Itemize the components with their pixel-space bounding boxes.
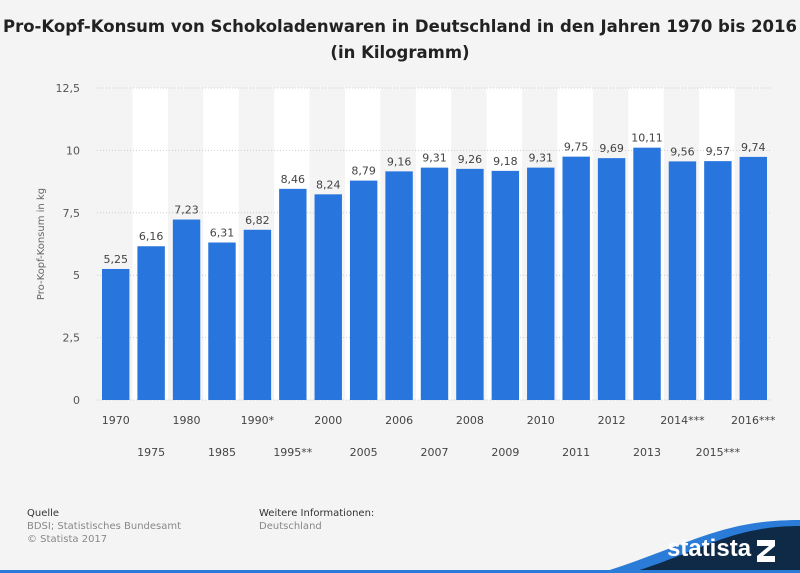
y-tick-label: 10 <box>66 144 80 157</box>
bar <box>385 171 413 400</box>
source-text[interactable]: BDSI; Statistisches Bundesamt <box>27 521 182 532</box>
bar <box>137 246 165 400</box>
data-label: 6,16 <box>139 230 164 243</box>
data-label: 9,69 <box>599 142 624 155</box>
bar <box>456 168 484 400</box>
bar <box>279 188 307 400</box>
y-tick-label: 5 <box>73 269 80 282</box>
data-label: 9,18 <box>493 155 518 168</box>
data-label: 9,26 <box>458 153 483 166</box>
bar <box>491 170 520 400</box>
x-tick-label: 1995** <box>273 446 312 459</box>
source-block: Quelle BDSI; Statistisches Bundesamt © S… <box>27 507 181 546</box>
x-tick-label: 2016*** <box>731 414 776 427</box>
y-tick-label: 12,5 <box>56 82 81 95</box>
data-label: 9,57 <box>706 145 731 158</box>
x-tick-label: 2000 <box>314 414 342 427</box>
x-tick-label: 2005 <box>350 446 378 459</box>
data-label: 6,31 <box>210 227 235 240</box>
bar <box>172 219 201 400</box>
info-text: Deutschland <box>259 521 322 532</box>
data-label: 5,25 <box>103 253 128 266</box>
x-tick-label: 2006 <box>385 414 413 427</box>
bar <box>102 268 130 400</box>
x-tick-label: 1975 <box>137 446 165 459</box>
x-tick-label: 2011 <box>562 446 590 459</box>
x-tick-label: 2007 <box>421 446 449 459</box>
x-tick-label: 2009 <box>491 446 519 459</box>
x-tick-label: 2015*** <box>696 446 741 459</box>
bar <box>668 161 697 400</box>
info-heading: Weitere Informationen: <box>259 508 375 519</box>
bar <box>597 158 626 400</box>
x-tick-label: 1980 <box>173 414 201 427</box>
bar <box>704 161 732 400</box>
bar <box>739 156 767 400</box>
x-tick-label: 2013 <box>633 446 661 459</box>
copyright: © Statista 2017 <box>27 534 108 545</box>
data-label: 7,23 <box>174 204 199 217</box>
data-label: 10,11 <box>631 132 663 145</box>
y-tick-label: 2,5 <box>63 332 81 345</box>
bar <box>208 242 236 400</box>
x-tick-label: 2010 <box>527 414 555 427</box>
x-tick-label: 2008 <box>456 414 484 427</box>
bar <box>314 194 342 400</box>
y-axis-label: Pro-Kopf-Konsum in kg <box>36 188 47 300</box>
x-tick-label: 2014*** <box>660 414 705 427</box>
data-label: 9,16 <box>387 155 412 168</box>
bar <box>349 180 378 400</box>
x-tick-label: 1990* <box>241 414 275 427</box>
x-tick-label: 2012 <box>598 414 626 427</box>
data-label: 9,56 <box>670 145 695 158</box>
bar <box>562 156 590 400</box>
data-label: 8,46 <box>281 173 306 186</box>
info-block: Weitere Informationen: Deutschland <box>259 507 374 533</box>
data-label: 8,79 <box>351 165 376 178</box>
x-tick-label: 1970 <box>102 414 130 427</box>
data-label: 9,31 <box>529 152 554 165</box>
data-label: 9,31 <box>422 152 447 165</box>
chart-title: Pro-Kopf-Konsum von Schokoladenwaren in … <box>2 17 797 62</box>
bar <box>243 229 272 400</box>
bar <box>420 167 449 400</box>
y-tick-label: 0 <box>73 394 80 407</box>
x-tick-label: 1985 <box>208 446 236 459</box>
data-label: 9,75 <box>564 141 589 154</box>
bar <box>527 167 555 400</box>
source-heading: Quelle <box>27 508 60 519</box>
data-label: 6,82 <box>245 214 270 227</box>
data-label: 9,74 <box>741 141 766 154</box>
y-tick-label: 7,5 <box>63 207 81 220</box>
data-label: 8,24 <box>316 178 341 191</box>
bar <box>633 147 661 400</box>
